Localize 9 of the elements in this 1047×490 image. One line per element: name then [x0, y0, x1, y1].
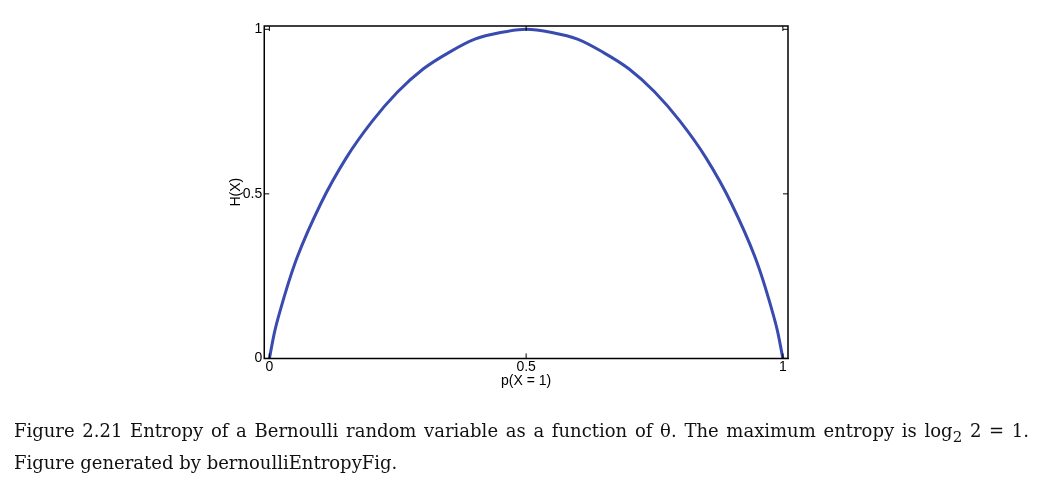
- y-tick-label: 1: [254, 20, 263, 37]
- x-tick-label: 1: [778, 357, 787, 374]
- x-tick-label: 0.5: [516, 357, 537, 374]
- y-axis-title: H(X): [227, 177, 244, 207]
- text: Figure 2.21 Entropy of a Bernoulli random variable as a function of θ. The maximum entropy is log$_{2}$ 2 = 1. Figure generated by bernoulliEntropyFig.: [14, 420, 1030, 473]
- line-series: [267, 27, 785, 359]
- y-tick-label: 0.5: [242, 184, 263, 201]
- x-axis-title: p(X = 1): [501, 372, 552, 389]
- x-tick-label: 0: [265, 357, 274, 374]
